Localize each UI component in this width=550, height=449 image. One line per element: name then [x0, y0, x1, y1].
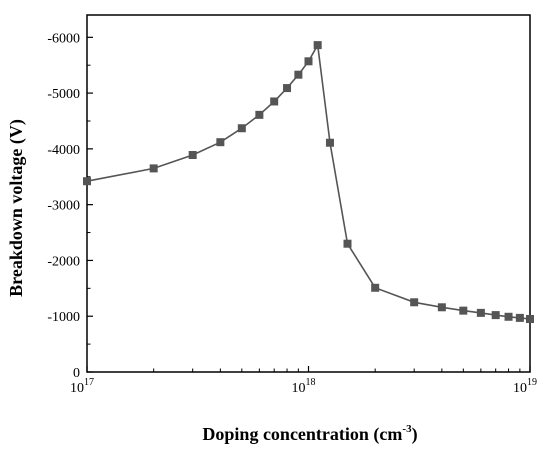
data-point-marker: [216, 138, 225, 147]
plot-area: 0 -1000 -2000 -3000 -4000 -5000 -6000 1017 1018 1…: [47, 14, 537, 396]
data-point-marker: [437, 303, 446, 312]
x-tick-label: 1019: [513, 377, 537, 396]
data-point-marker: [237, 124, 246, 133]
data-point-marker: [526, 315, 534, 324]
series-line: [86, 42, 531, 320]
plot-frame: [86, 14, 531, 373]
data-point-marker: [188, 151, 197, 160]
data-point-marker: [325, 138, 334, 147]
y-tick-label: -3000: [47, 199, 80, 214]
x-tick-label: 1017: [70, 377, 94, 396]
x-axis-title-sup: -3: [402, 423, 412, 435]
x-tick-label: 1018: [292, 377, 316, 396]
x-axis-title-end: ): [412, 424, 418, 445]
y-tick-label: -5000: [47, 87, 80, 102]
data-point-marker: [270, 97, 279, 106]
data-point-marker: [255, 110, 264, 119]
data-point-marker: [491, 311, 500, 320]
data-point-marker: [343, 239, 352, 248]
data-point-marker: [410, 298, 419, 307]
data-point-marker: [283, 84, 292, 93]
data-point-marker: [515, 313, 524, 322]
data-point-marker: [476, 308, 485, 317]
y-tick-label: -2000: [47, 254, 80, 269]
x-axis-title-main: Doping concentration (cm: [202, 424, 402, 445]
data-point-marker: [459, 306, 468, 315]
y-tick-label: -1000: [47, 310, 80, 325]
data-point-marker: [83, 177, 91, 186]
y-tick-label: 0: [73, 366, 80, 381]
data-point-marker: [504, 312, 513, 321]
data-point-marker: [294, 70, 303, 79]
data-point-marker: [371, 283, 380, 292]
data-point-marker: [149, 164, 158, 173]
y-tick-label: -6000: [47, 31, 80, 46]
y-tick-label: -4000: [47, 143, 80, 158]
y-axis-title: Breakdown voltage (V): [6, 119, 27, 297]
x-axis-title: Doping concentration (cm-3): [202, 423, 417, 445]
data-point-marker: [304, 57, 313, 66]
data-point-marker: [313, 41, 322, 50]
